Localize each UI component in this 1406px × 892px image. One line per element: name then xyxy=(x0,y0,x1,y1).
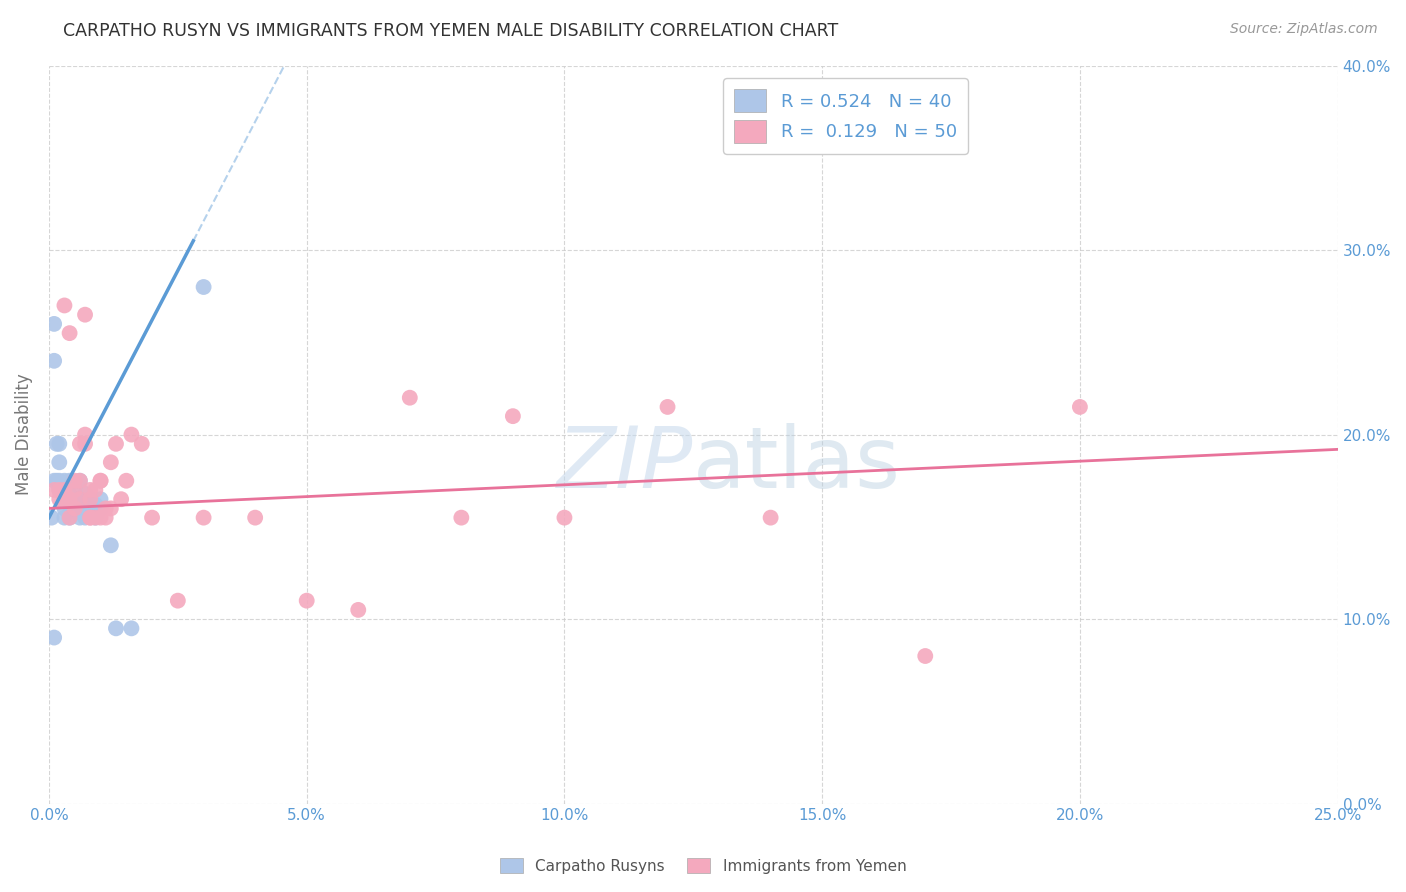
Point xyxy=(53,483,76,497)
Point xyxy=(110,492,132,507)
Point xyxy=(42,474,65,488)
Point xyxy=(193,510,215,524)
Point xyxy=(73,498,96,512)
Point xyxy=(58,510,80,524)
Point xyxy=(84,510,107,524)
Point xyxy=(41,510,63,524)
Point xyxy=(42,317,65,331)
Text: ZIP: ZIP xyxy=(557,423,693,506)
Point xyxy=(347,603,370,617)
Point xyxy=(104,437,127,451)
Point xyxy=(79,492,101,507)
Legend: R = 0.524   N = 40, R =  0.129   N = 50: R = 0.524 N = 40, R = 0.129 N = 50 xyxy=(723,78,967,153)
Point xyxy=(502,409,524,424)
Point xyxy=(63,501,86,516)
Point xyxy=(79,510,101,524)
Point xyxy=(79,501,101,516)
Point xyxy=(73,427,96,442)
Point xyxy=(58,498,80,512)
Point xyxy=(69,492,91,507)
Point xyxy=(53,474,76,488)
Point xyxy=(89,474,111,488)
Point xyxy=(48,483,70,497)
Point xyxy=(84,498,107,512)
Point xyxy=(120,621,142,635)
Point xyxy=(53,492,76,507)
Text: CARPATHO RUSYN VS IMMIGRANTS FROM YEMEN MALE DISABILITY CORRELATION CHART: CARPATHO RUSYN VS IMMIGRANTS FROM YEMEN … xyxy=(63,22,838,40)
Point xyxy=(94,510,117,524)
Point xyxy=(45,474,67,488)
Point xyxy=(73,486,96,500)
Point xyxy=(89,474,111,488)
Point xyxy=(63,483,86,497)
Point xyxy=(58,492,80,507)
Point xyxy=(131,437,153,451)
Point xyxy=(100,455,122,469)
Point xyxy=(58,510,80,524)
Point xyxy=(657,400,679,414)
Text: Source: ZipAtlas.com: Source: ZipAtlas.com xyxy=(1230,22,1378,37)
Point xyxy=(53,298,76,312)
Point xyxy=(69,474,91,488)
Point xyxy=(553,510,575,524)
Point xyxy=(69,492,91,507)
Point xyxy=(79,510,101,524)
Legend: Carpatho Rusyns, Immigrants from Yemen: Carpatho Rusyns, Immigrants from Yemen xyxy=(494,852,912,880)
Point xyxy=(84,510,107,524)
Point xyxy=(63,474,86,488)
Point xyxy=(243,510,266,524)
Point xyxy=(48,474,70,488)
Point xyxy=(58,326,80,340)
Point xyxy=(53,510,76,524)
Point xyxy=(84,483,107,497)
Point xyxy=(73,510,96,524)
Point xyxy=(94,501,117,516)
Point xyxy=(69,437,91,451)
Point xyxy=(141,510,163,524)
Point xyxy=(759,510,782,524)
Point xyxy=(914,648,936,663)
Point xyxy=(193,280,215,294)
Point xyxy=(89,510,111,524)
Point xyxy=(69,501,91,516)
Point xyxy=(115,474,138,488)
Point xyxy=(53,483,76,497)
Point xyxy=(104,621,127,635)
Point xyxy=(73,308,96,322)
Point xyxy=(79,483,101,497)
Point xyxy=(120,427,142,442)
Point xyxy=(48,455,70,469)
Point xyxy=(450,510,472,524)
Point xyxy=(63,483,86,497)
Point xyxy=(69,510,91,524)
Point xyxy=(79,492,101,507)
Point xyxy=(100,538,122,552)
Point xyxy=(58,486,80,500)
Point xyxy=(295,593,318,607)
Point xyxy=(63,501,86,516)
Point xyxy=(48,483,70,497)
Point xyxy=(48,437,70,451)
Point xyxy=(89,501,111,516)
Point xyxy=(58,474,80,488)
Point xyxy=(89,492,111,507)
Point xyxy=(42,353,65,368)
Point xyxy=(100,501,122,516)
Point xyxy=(42,631,65,645)
Point xyxy=(48,492,70,507)
Point xyxy=(53,492,76,507)
Point xyxy=(73,437,96,451)
Point xyxy=(166,593,188,607)
Point xyxy=(45,437,67,451)
Point xyxy=(53,501,76,516)
Point xyxy=(63,492,86,507)
Text: atlas: atlas xyxy=(693,423,901,506)
Point xyxy=(398,391,420,405)
Y-axis label: Male Disability: Male Disability xyxy=(15,374,32,495)
Point xyxy=(69,474,91,488)
Point xyxy=(42,483,65,497)
Point xyxy=(1069,400,1091,414)
